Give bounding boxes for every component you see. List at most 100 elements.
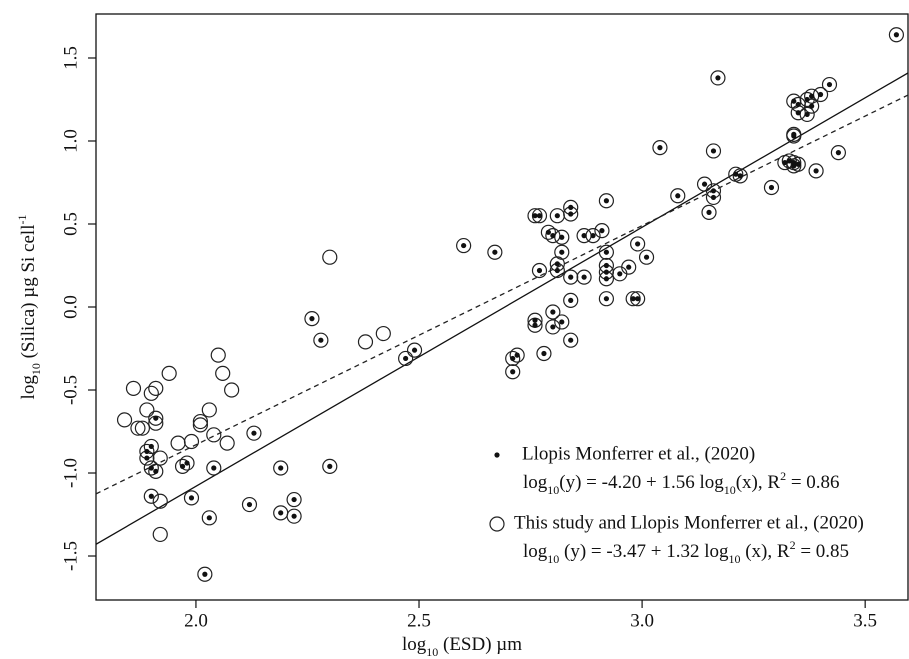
dot-point — [701, 181, 708, 187]
dot-point — [603, 249, 610, 255]
dot-point — [550, 233, 556, 239]
dot-point — [327, 463, 333, 469]
y-tick-label: -1.0 — [60, 458, 81, 488]
open-point — [148, 410, 164, 426]
text-segment: log — [402, 634, 427, 655]
dot-point — [559, 319, 565, 325]
open-point — [313, 332, 329, 348]
open-point — [130, 420, 146, 436]
text-segment: = 0.86 — [786, 472, 839, 493]
dot-point — [657, 145, 663, 151]
open-point — [598, 193, 615, 209]
legend-equation: log10(y) = -4.20 + 1.56 log10(x), R2 = 0… — [523, 469, 840, 497]
dot-point — [590, 233, 596, 239]
dot-point — [795, 161, 801, 167]
open-point — [505, 364, 521, 380]
dot-point — [581, 233, 587, 239]
open-point — [489, 516, 505, 532]
dot-point — [148, 493, 154, 499]
dot-point — [710, 188, 717, 194]
dot-point — [804, 111, 810, 118]
dot-point — [630, 296, 636, 302]
open-point — [563, 292, 579, 308]
open-point — [357, 334, 374, 350]
text-segment: 10 — [728, 552, 740, 566]
legend-marker — [489, 516, 505, 532]
dot-point — [278, 465, 284, 471]
text-segment: 10 — [547, 483, 559, 497]
dot-point — [626, 264, 632, 270]
legend-marker — [494, 452, 500, 458]
dot-point — [318, 337, 324, 343]
open-point — [830, 145, 847, 161]
dot-point — [603, 262, 610, 269]
text-segment: (y) = -3.47 + 1.32 log — [559, 541, 729, 562]
open-point — [152, 526, 168, 543]
dot-point — [536, 213, 543, 219]
open-point — [183, 490, 200, 506]
dot-point — [737, 173, 743, 179]
open-point — [134, 420, 150, 436]
open-point — [286, 491, 302, 508]
dot-point — [826, 81, 833, 88]
text-segment: -1 — [15, 215, 29, 225]
dot-point — [599, 228, 605, 234]
open-point — [273, 460, 289, 476]
dot-point — [817, 91, 824, 98]
y-tick-label: -0.5 — [60, 375, 81, 405]
open-point — [554, 314, 570, 330]
dot-point — [813, 168, 819, 174]
dot-point — [278, 510, 284, 516]
dot-point — [153, 468, 159, 474]
dot-point — [559, 249, 565, 255]
dot-point — [510, 369, 516, 375]
open-point — [170, 435, 186, 451]
dot-point — [715, 75, 721, 81]
text-segment: 2 — [790, 538, 796, 552]
open-point — [197, 566, 213, 582]
open-point — [215, 365, 231, 382]
open-point — [576, 269, 592, 285]
open-point — [143, 488, 159, 504]
text-segment: log — [523, 541, 548, 562]
dot-point — [554, 213, 560, 219]
text-segment: 10 — [547, 552, 559, 566]
open-point — [763, 179, 780, 196]
dot-point — [188, 495, 195, 501]
text-segment: log — [523, 472, 548, 493]
dot-point — [835, 150, 842, 156]
dot-point — [559, 234, 565, 240]
dot-point — [791, 131, 797, 137]
open-point — [179, 455, 195, 471]
dot-point — [617, 271, 623, 277]
open-point — [509, 347, 525, 363]
dot-point — [809, 93, 815, 99]
open-point — [125, 380, 142, 396]
dot-point — [153, 415, 159, 421]
open-point — [116, 412, 133, 428]
dot-point — [568, 274, 574, 280]
open-point — [224, 382, 240, 398]
dot-point — [568, 297, 574, 303]
dot-point — [786, 158, 792, 164]
open-point — [206, 427, 222, 443]
open-point — [219, 435, 235, 451]
open-point — [710, 70, 726, 86]
open-point — [206, 460, 222, 476]
dot-point — [706, 209, 712, 215]
open-point — [143, 460, 159, 476]
dot-point — [710, 148, 717, 154]
dot-point — [144, 448, 150, 455]
dot-point — [494, 452, 500, 458]
dot-point — [893, 32, 900, 38]
dot-point — [532, 322, 538, 328]
dot-point — [568, 211, 574, 217]
open-point — [322, 249, 338, 265]
dot-point — [510, 355, 516, 362]
open-point — [375, 325, 391, 342]
open-point — [563, 332, 579, 348]
dot-point — [179, 463, 186, 469]
fit-line — [96, 72, 908, 545]
dot-point — [710, 194, 717, 201]
dot-point — [545, 229, 552, 235]
